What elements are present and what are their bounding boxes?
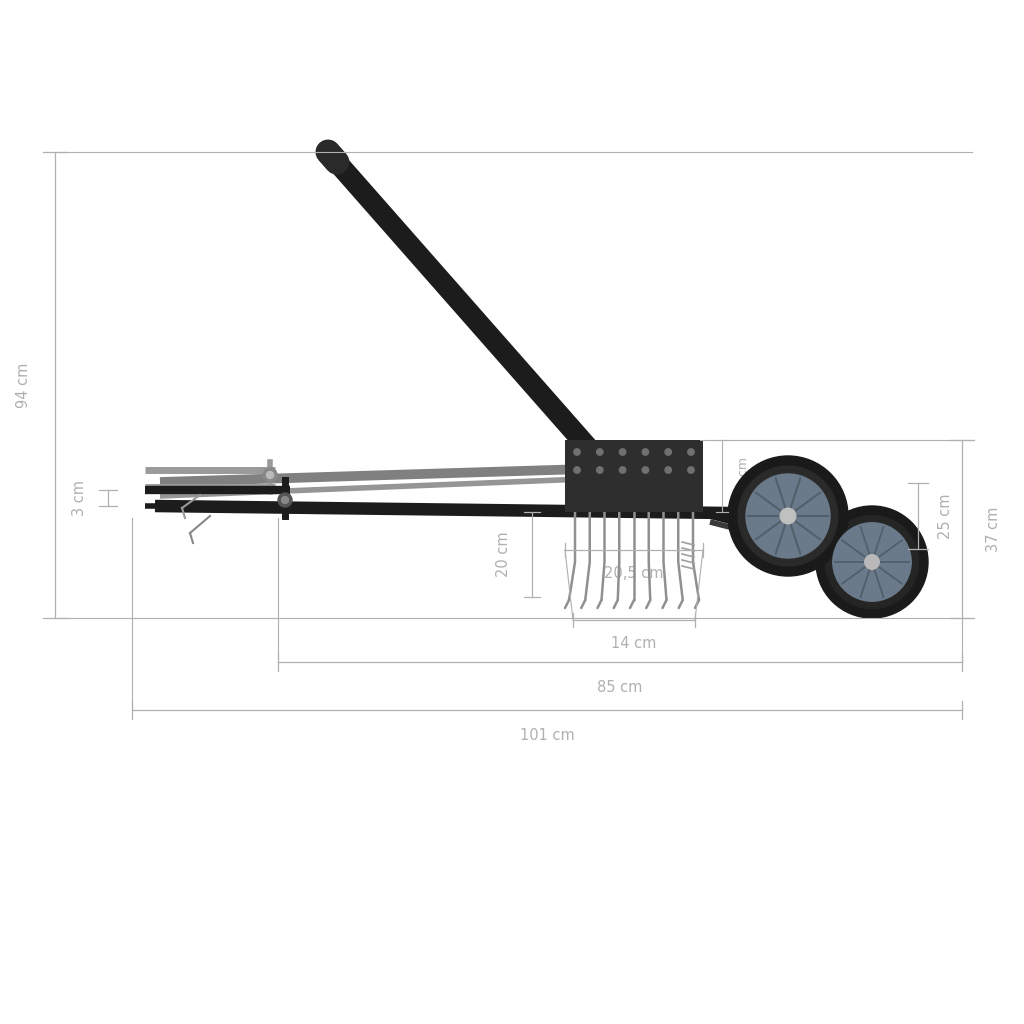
Circle shape [738,466,838,566]
Circle shape [573,449,581,456]
Circle shape [746,474,830,558]
Text: 94 cm: 94 cm [15,362,31,408]
Circle shape [728,456,848,575]
Circle shape [620,467,626,473]
Circle shape [688,467,694,473]
Circle shape [665,449,672,456]
Text: 02 cm: 02 cm [737,457,750,496]
Circle shape [665,467,672,473]
Circle shape [266,471,273,478]
Text: 3 cm: 3 cm [73,480,87,516]
Bar [565,440,703,512]
Circle shape [620,449,626,456]
Text: 25 cm: 25 cm [939,494,953,539]
Text: 101 cm: 101 cm [519,728,574,743]
Text: 37 cm: 37 cm [986,506,1001,552]
Circle shape [780,508,796,524]
Circle shape [282,497,289,504]
Text: 14 cm: 14 cm [611,636,656,651]
Circle shape [278,493,292,507]
Circle shape [597,467,603,473]
Circle shape [816,506,928,618]
Circle shape [864,555,880,569]
Circle shape [263,468,278,482]
Circle shape [642,449,648,456]
Circle shape [642,467,648,473]
Circle shape [597,449,603,456]
Circle shape [833,523,911,601]
Text: 20 cm: 20 cm [497,531,512,578]
Circle shape [573,467,581,473]
Circle shape [825,515,919,608]
Text: 85 cm: 85 cm [597,680,643,695]
Circle shape [688,449,694,456]
Text: 20,5 cm: 20,5 cm [604,566,664,581]
